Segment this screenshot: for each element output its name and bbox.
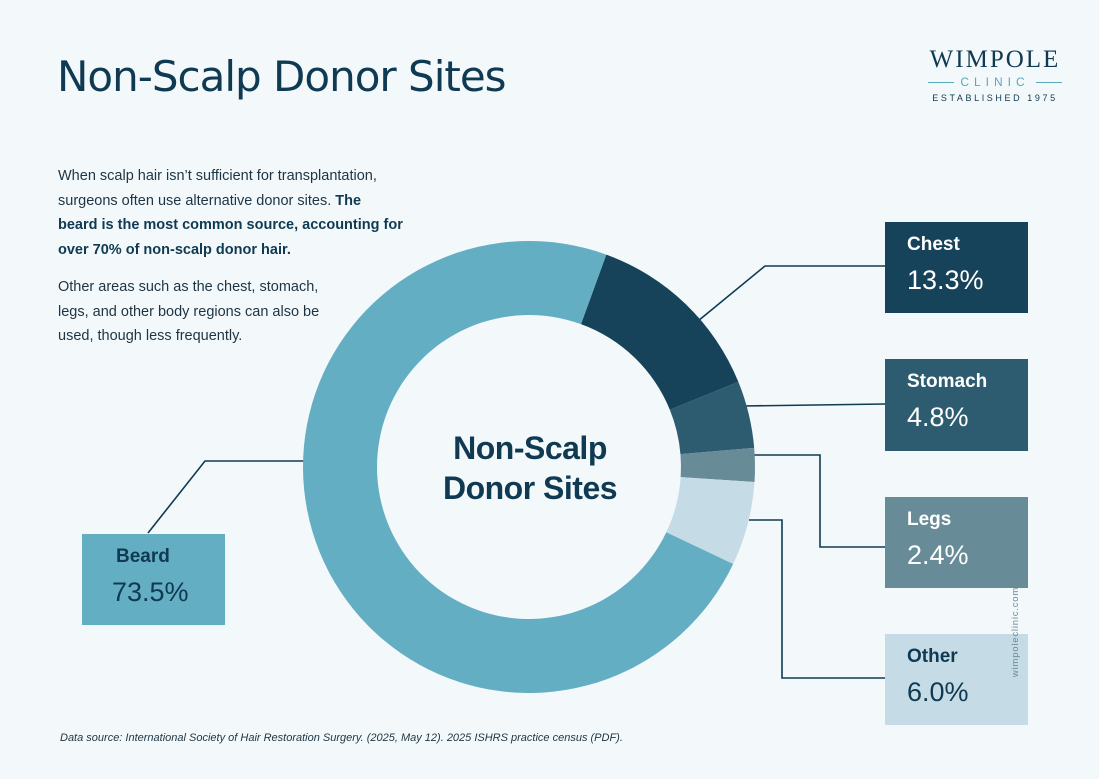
leader-line-stomach	[743, 403, 886, 407]
logo-wordmark: WIMPOLE	[929, 46, 1061, 73]
label-box-legs: Legs 2.4%	[885, 497, 1028, 588]
slice-category-label: Beard	[116, 546, 170, 567]
donut-slice-legs	[680, 447, 755, 482]
logo-subline: CLINIC	[920, 75, 1070, 89]
donut-slice-chest	[580, 254, 739, 410]
intro-secondary: Other areas such as the chest, stomach, …	[58, 279, 320, 344]
donut-slice-beard	[302, 240, 734, 694]
intro-highlight: The beard is the most common source, acc…	[58, 192, 403, 258]
slice-category-label: Stomach	[907, 371, 988, 392]
leader-line-beard	[147, 460, 304, 534]
logo-clinic-text: CLINIC	[960, 75, 1030, 89]
label-box-stomach: Stomach 4.8%	[885, 359, 1028, 451]
slice-value-label: 2.4%	[907, 540, 969, 570]
logo-rule-left	[928, 81, 955, 83]
slice-value-label: 13.3%	[907, 265, 984, 295]
label-box-beard: Beard 73.5%	[82, 534, 225, 625]
intro-text: When scalp hair isn’t sufficient for tra…	[58, 164, 403, 349]
donut-slices	[302, 240, 755, 694]
leader-line-chest	[697, 265, 885, 322]
slice-category-label: Chest	[907, 234, 960, 255]
intro-sentence: When scalp hair isn’t sufficient for tra…	[58, 168, 377, 209]
slice-category-label: Legs	[907, 509, 952, 530]
intro-paragraph: When scalp hair isn’t sufficient for tra…	[58, 164, 403, 262]
logo-established: ESTABLISHED 1975	[932, 93, 1058, 103]
slice-value-label: 6.0%	[907, 677, 969, 707]
logo-rule-right	[1035, 81, 1062, 83]
website-url: wimpoleclinic.com	[1010, 586, 1021, 678]
leader-line-legs	[753, 454, 885, 548]
wimpole-clinic-logo: WIMPOLE CLINIC ESTABLISHED 1975	[920, 46, 1070, 104]
label-box-other: Other 6.0%	[885, 634, 1028, 725]
label-box-chest: Chest 13.3%	[885, 222, 1028, 313]
slice-value-label: 4.8%	[907, 402, 969, 432]
leader-line-other	[749, 519, 885, 679]
data-source-note: Data source: International Society of Ha…	[60, 732, 623, 744]
donut-center-label: Non-Scalp Donor Sites	[442, 430, 618, 506]
leader-lines	[147, 265, 886, 679]
slice-category-label: Other	[907, 646, 958, 667]
donut-slice-other	[666, 477, 755, 564]
donut-slice-stomach	[669, 381, 755, 455]
slice-value-label: 73.5%	[112, 577, 189, 607]
page-title: Non-Scalp Donor Sites	[57, 52, 507, 101]
